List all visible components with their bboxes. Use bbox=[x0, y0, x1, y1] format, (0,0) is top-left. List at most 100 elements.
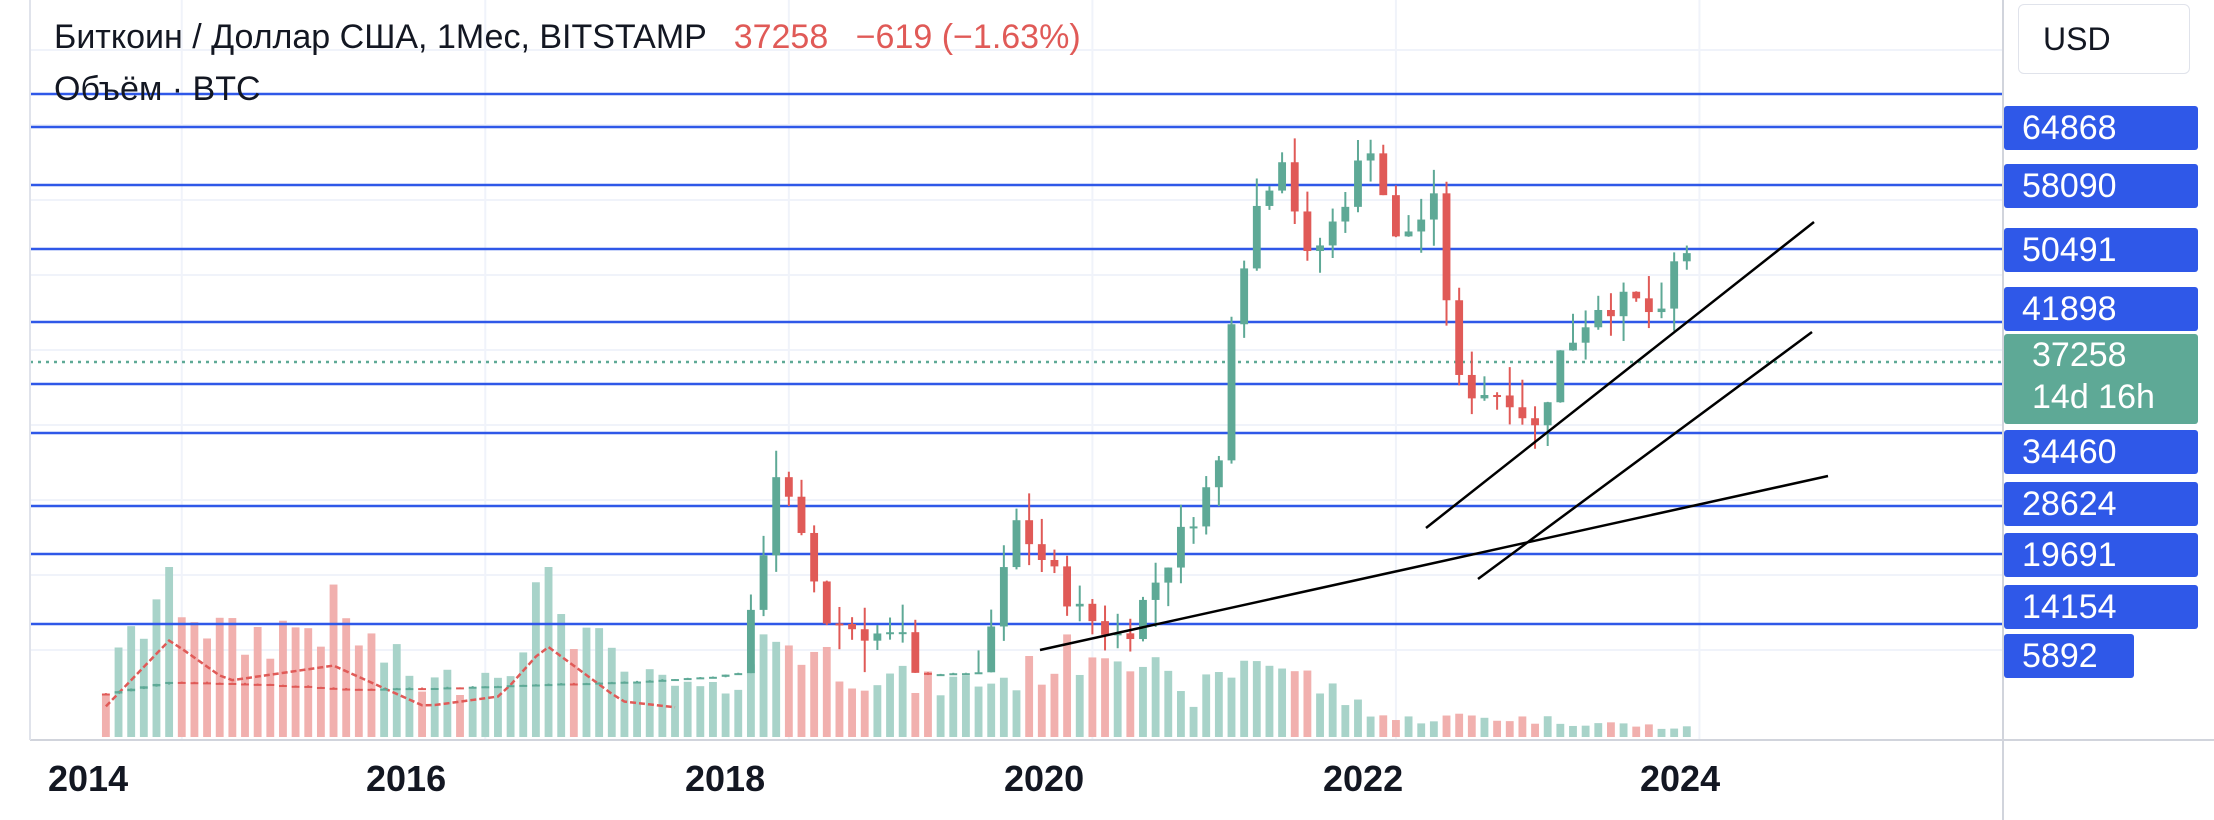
candle-63 bbox=[898, 604, 907, 643]
volume-bar-5 bbox=[165, 567, 174, 737]
candle-body-54 bbox=[784, 477, 793, 497]
candle-body-42 bbox=[633, 681, 641, 684]
price-label-5892: 5892 bbox=[2004, 634, 2134, 678]
candle-26 bbox=[430, 687, 439, 690]
candle-body-60 bbox=[860, 629, 869, 641]
candle-79 bbox=[1101, 605, 1109, 651]
volume-bar-15 bbox=[291, 627, 300, 737]
candle-body-81 bbox=[1126, 633, 1135, 640]
candle-body-92 bbox=[1265, 190, 1274, 206]
volume-moving-average bbox=[104, 639, 676, 709]
candle-40 bbox=[607, 681, 616, 685]
candle-80 bbox=[1113, 613, 1122, 649]
current-price-value: 37258 bbox=[2032, 336, 2127, 374]
candle-64 bbox=[911, 619, 920, 673]
volume-bar-32 bbox=[506, 676, 515, 737]
candle-body-4 bbox=[152, 683, 161, 687]
volume-bar-2 bbox=[127, 626, 136, 737]
currency-button[interactable]: USD bbox=[2018, 4, 2190, 74]
candle-body-77 bbox=[1075, 603, 1084, 607]
candle-body-41 bbox=[620, 681, 629, 684]
candle-body-68 bbox=[961, 673, 970, 676]
candle-body-123 bbox=[1657, 308, 1666, 313]
volume-bar-98 bbox=[1341, 705, 1350, 737]
candle-body-76 bbox=[1063, 566, 1072, 607]
candle-71 bbox=[999, 545, 1008, 641]
candle-body-18 bbox=[329, 687, 338, 690]
x-tick-2024: 2024 bbox=[1640, 758, 1721, 799]
candle-body-101 bbox=[1379, 153, 1388, 196]
candle-85 bbox=[1176, 504, 1185, 584]
volume-bar-125 bbox=[1682, 726, 1691, 737]
candle-body-115 bbox=[1556, 350, 1565, 403]
candle-90 bbox=[1240, 260, 1249, 338]
volume-bar-10 bbox=[228, 618, 237, 737]
candle-65 bbox=[924, 672, 932, 676]
volume-bar-82 bbox=[1139, 666, 1147, 737]
volume-bar-51 bbox=[746, 664, 755, 737]
candle-body-14 bbox=[279, 685, 287, 688]
volume-bar-84 bbox=[1164, 670, 1173, 737]
volume-bar-67 bbox=[949, 676, 958, 737]
candle-body-33 bbox=[519, 684, 528, 687]
candle-body-116 bbox=[1569, 342, 1577, 351]
price-label-28624: 28624 bbox=[2004, 482, 2198, 526]
candle-body-63 bbox=[898, 632, 907, 635]
volume-bars bbox=[101, 567, 1691, 737]
candle-body-64 bbox=[911, 632, 920, 673]
volume-bar-107 bbox=[1455, 713, 1464, 737]
volume-bar-50 bbox=[734, 689, 743, 737]
candle-body-83 bbox=[1151, 582, 1160, 600]
price-label-14154: 14154 bbox=[2004, 585, 2198, 629]
candle-54 bbox=[784, 471, 793, 507]
candle-30 bbox=[481, 686, 490, 689]
volume-bar-57 bbox=[822, 646, 831, 737]
candle-73 bbox=[1025, 493, 1034, 566]
candle-72 bbox=[1012, 508, 1021, 570]
volume-bar-4 bbox=[152, 599, 161, 737]
candle-body-17 bbox=[316, 686, 325, 689]
candle-100 bbox=[1366, 139, 1375, 182]
candle-body-6 bbox=[177, 681, 186, 684]
candle-13 bbox=[266, 683, 275, 686]
candle-body-35 bbox=[544, 684, 553, 687]
volume-bar-48 bbox=[709, 681, 717, 737]
volume-bar-101 bbox=[1379, 715, 1388, 737]
volume-bar-74 bbox=[1037, 684, 1046, 737]
candle-body-121 bbox=[1632, 291, 1641, 299]
candle-body-65 bbox=[924, 672, 932, 675]
candle-101 bbox=[1379, 144, 1388, 196]
volume-bar-62 bbox=[886, 673, 894, 737]
candle-body-19 bbox=[342, 688, 351, 691]
x-tick-2020: 2020 bbox=[1004, 758, 1085, 799]
volume-bar-66 bbox=[936, 695, 945, 737]
candle-body-102 bbox=[1392, 195, 1400, 237]
candle-body-122 bbox=[1644, 298, 1653, 313]
volume-bar-55 bbox=[797, 664, 806, 737]
volume-bar-77 bbox=[1075, 674, 1084, 737]
candle-body-112 bbox=[1518, 407, 1527, 419]
volume-bar-28 bbox=[456, 695, 464, 737]
candle-body-87 bbox=[1202, 487, 1211, 527]
candle-48 bbox=[709, 676, 717, 679]
candle-25 bbox=[418, 687, 426, 691]
trend-line-0 bbox=[1039, 474, 1829, 652]
candle-6 bbox=[177, 681, 186, 684]
candle-body-84 bbox=[1164, 567, 1173, 583]
volume-bar-64 bbox=[911, 692, 920, 737]
volume-bar-70 bbox=[987, 683, 996, 737]
candle-body-34 bbox=[531, 684, 540, 687]
candle-55 bbox=[797, 479, 806, 536]
candle-84 bbox=[1164, 567, 1173, 607]
candle-91 bbox=[1252, 178, 1261, 271]
symbol-title: Биткоин / Доллар США, 1Мес, BITSTAMP bbox=[54, 18, 707, 56]
candle-body-53 bbox=[772, 477, 781, 556]
candle-31 bbox=[494, 685, 502, 689]
volume-bar-72 bbox=[1012, 690, 1021, 737]
candle-60 bbox=[860, 607, 869, 673]
candle-16 bbox=[304, 685, 313, 688]
volume-bar-92 bbox=[1265, 665, 1274, 737]
candle-body-74 bbox=[1037, 544, 1046, 560]
candle-body-21 bbox=[367, 688, 376, 691]
